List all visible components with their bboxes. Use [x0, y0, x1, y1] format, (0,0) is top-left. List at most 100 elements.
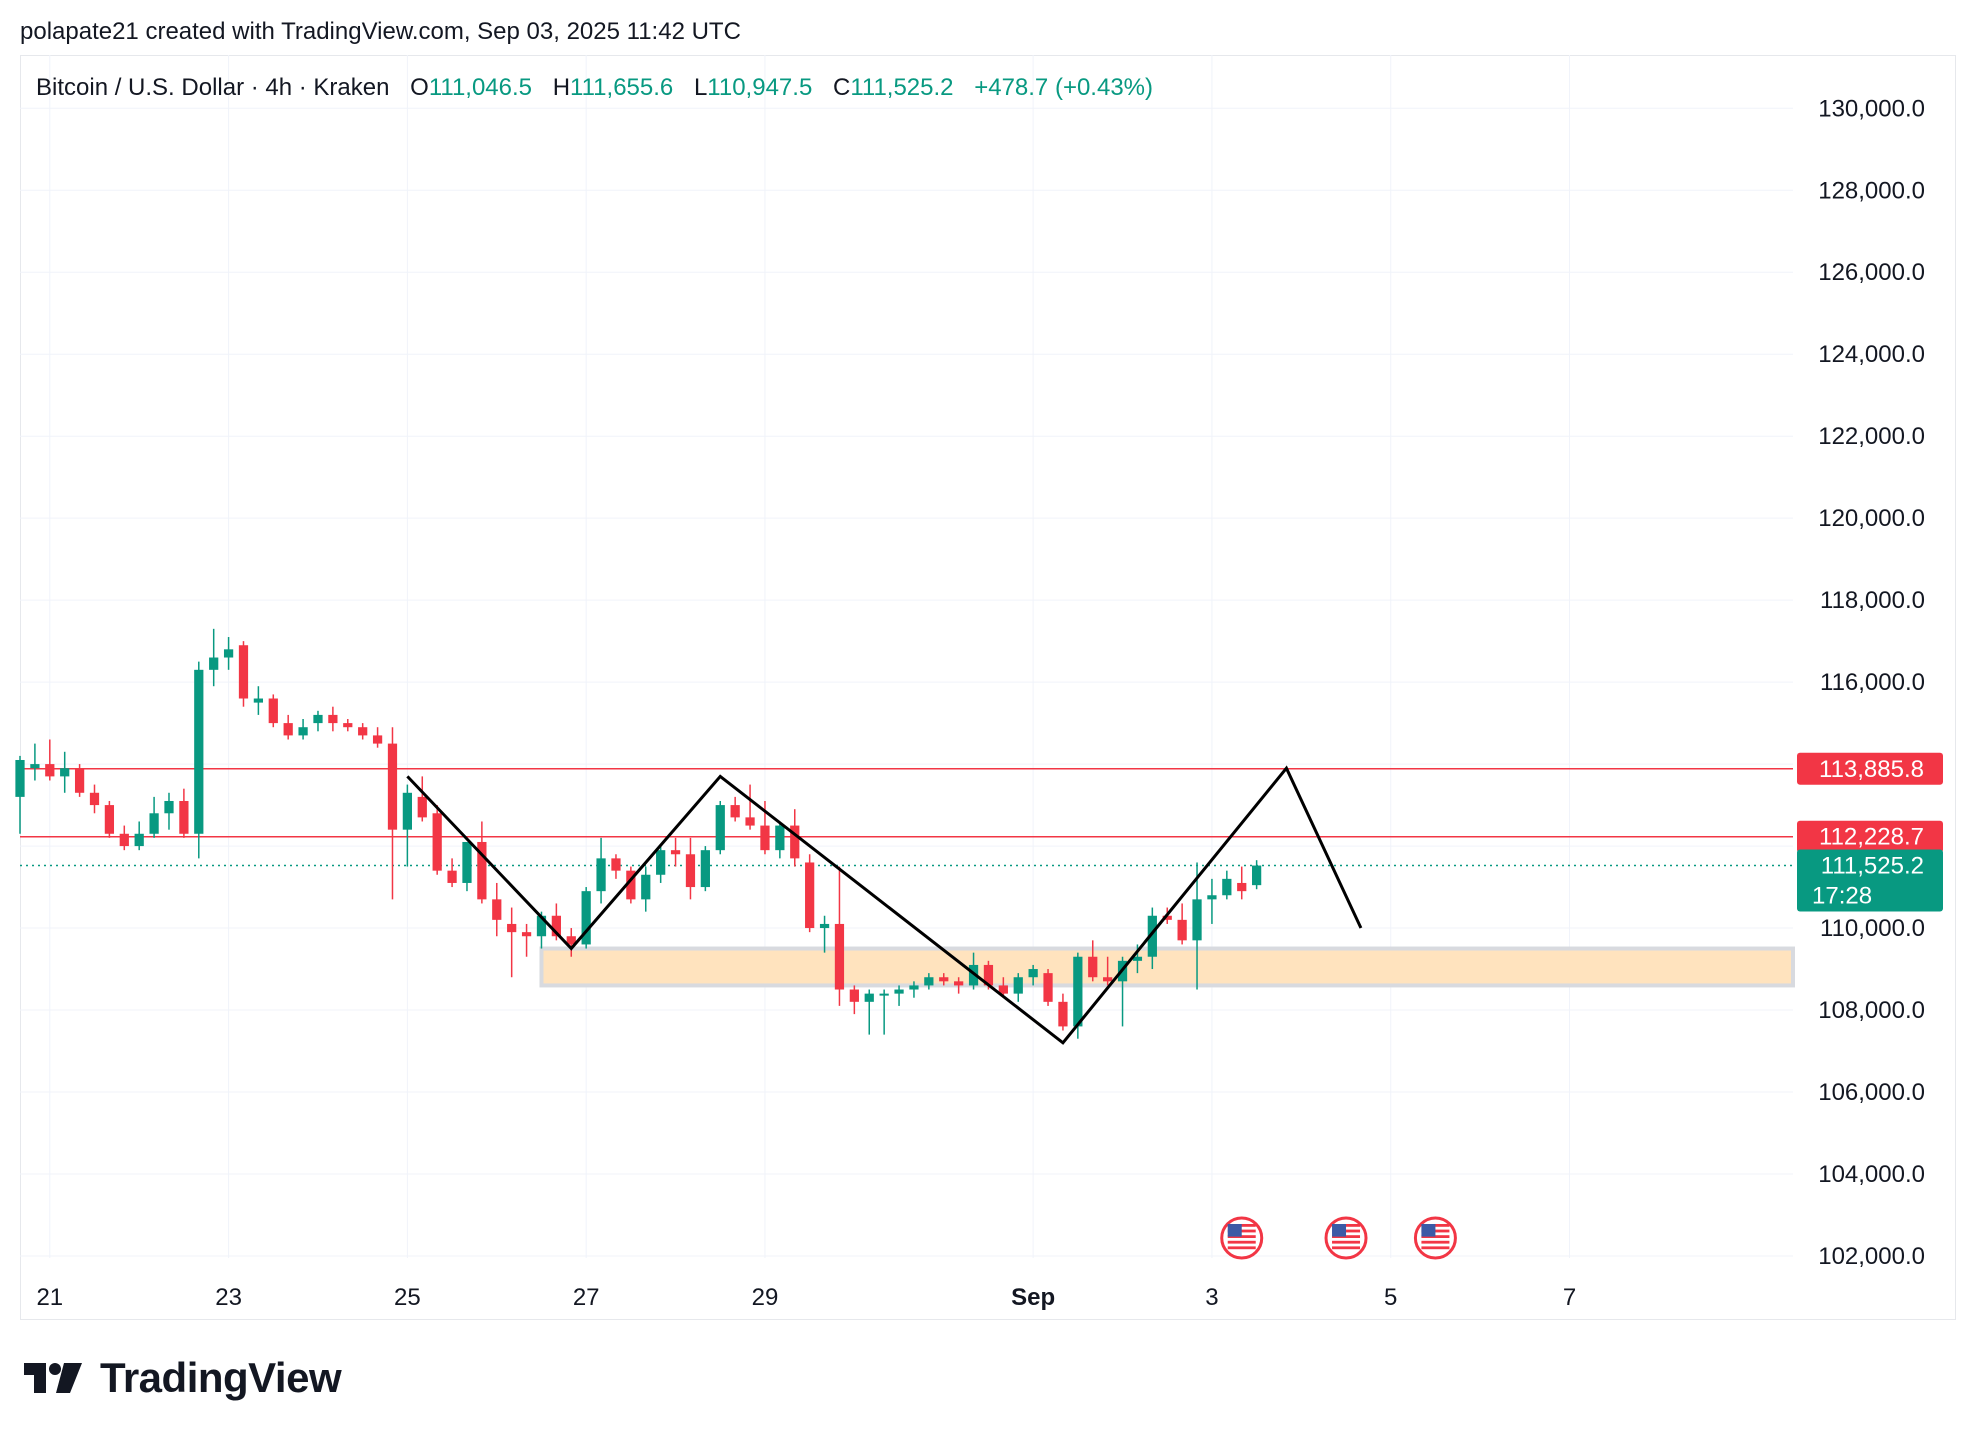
candle-body — [805, 862, 815, 929]
tradingview-logo[interactable]: TradingView — [22, 1352, 342, 1404]
flag-canton — [1332, 1224, 1347, 1237]
candle — [253, 686, 264, 715]
candle-body — [15, 759, 25, 797]
candle — [685, 837, 696, 900]
close-value: 111,525.2 — [850, 74, 954, 101]
candle — [670, 837, 681, 867]
candle-body — [1058, 1001, 1068, 1027]
candle-body — [89, 792, 100, 806]
candle-body — [954, 981, 964, 986]
candle-body — [626, 870, 636, 900]
us-flag-icon[interactable] — [1413, 1216, 1457, 1260]
us-flag-icon[interactable] — [1220, 1216, 1264, 1260]
candle — [343, 719, 353, 732]
candle — [715, 800, 725, 855]
candle — [1177, 903, 1187, 945]
low-key: L — [693, 74, 708, 101]
candle — [939, 973, 949, 986]
candle-body — [104, 805, 115, 834]
candle — [1043, 969, 1053, 1006]
last-price-badge: 111,525.2 17:28 — [1797, 849, 1943, 912]
candle — [924, 973, 934, 990]
candle — [805, 854, 815, 933]
pattern-path — [406, 765, 1363, 1045]
candle — [104, 800, 115, 838]
level-badge-lower-bg — [1797, 820, 1943, 853]
candle-body — [1147, 915, 1157, 957]
candle-body — [1013, 977, 1023, 994]
candle — [477, 821, 487, 904]
candle-body — [194, 669, 204, 834]
candle-body — [849, 989, 859, 1002]
candle-body — [298, 727, 308, 736]
candle-body — [238, 645, 249, 699]
candle-body — [313, 714, 323, 724]
candle — [626, 866, 636, 904]
candles — [15, 628, 1262, 1039]
price-tick-label: 106,000.0 — [1818, 1079, 1925, 1106]
flag-stripe — [1227, 1246, 1256, 1250]
candle-body — [60, 768, 70, 777]
time-tick-label: 3 — [1205, 1284, 1218, 1311]
candle-body — [417, 796, 427, 818]
candle-body — [790, 825, 800, 859]
candle — [819, 915, 830, 953]
candle-body — [328, 714, 338, 724]
candle — [1103, 956, 1113, 986]
candle — [1013, 973, 1023, 1002]
candle-body — [119, 833, 129, 847]
price-tick-label: 104,000.0 — [1818, 1161, 1925, 1188]
price-tick-label: 130,000.0 — [1818, 95, 1925, 122]
price-tick-label: 108,000.0 — [1818, 997, 1925, 1024]
candle — [1252, 860, 1262, 890]
candle — [313, 710, 323, 732]
candle — [656, 846, 666, 883]
chart-attribution: polapate21 created with TradingView.com,… — [20, 18, 741, 45]
candle — [89, 784, 100, 814]
candle-body — [775, 825, 785, 851]
candle — [492, 882, 502, 937]
time-tick-label: 21 — [36, 1284, 63, 1311]
level-badge-lower: 112,228.7 — [1797, 820, 1943, 853]
level-badge-upper: 113,885.8 — [1797, 752, 1943, 785]
price-tick-label: 102,000.0 — [1818, 1243, 1925, 1270]
time-tick-label: 23 — [215, 1284, 242, 1311]
candle — [775, 821, 785, 859]
candle — [909, 981, 919, 998]
candle-body — [462, 841, 472, 883]
candle-body — [492, 899, 502, 920]
candle-body — [45, 764, 55, 777]
last-price-badge-label: 111,525.2 — [1821, 853, 1924, 880]
candle-body — [998, 985, 1008, 994]
candle-body — [670, 850, 681, 855]
candle — [641, 866, 651, 912]
candle — [149, 796, 159, 838]
candle-body — [983, 964, 994, 986]
candle — [998, 977, 1008, 998]
us-flag-icon[interactable] — [1324, 1216, 1368, 1260]
candle — [790, 809, 800, 867]
candle — [298, 719, 308, 740]
candle — [372, 727, 383, 748]
candle — [566, 928, 576, 957]
candle-body — [134, 833, 144, 847]
high-value: 111,655.6 — [570, 74, 674, 101]
candle-body — [715, 805, 725, 851]
candle-body — [149, 813, 159, 834]
candle-body — [253, 698, 264, 703]
candle-body — [894, 989, 904, 994]
candle — [432, 805, 442, 875]
candle — [74, 764, 85, 797]
candle-body — [521, 932, 532, 937]
candle-body — [760, 825, 770, 851]
candle-body — [74, 768, 85, 793]
candle-body — [581, 891, 591, 945]
candle-body — [685, 854, 696, 888]
candle — [611, 854, 621, 879]
candle-body — [834, 923, 845, 990]
candle — [1058, 993, 1068, 1031]
level-badge-upper-label: 113,885.8 — [1819, 756, 1924, 783]
candle — [387, 727, 398, 900]
level-badge-lower-label: 112,228.7 — [1819, 824, 1924, 851]
